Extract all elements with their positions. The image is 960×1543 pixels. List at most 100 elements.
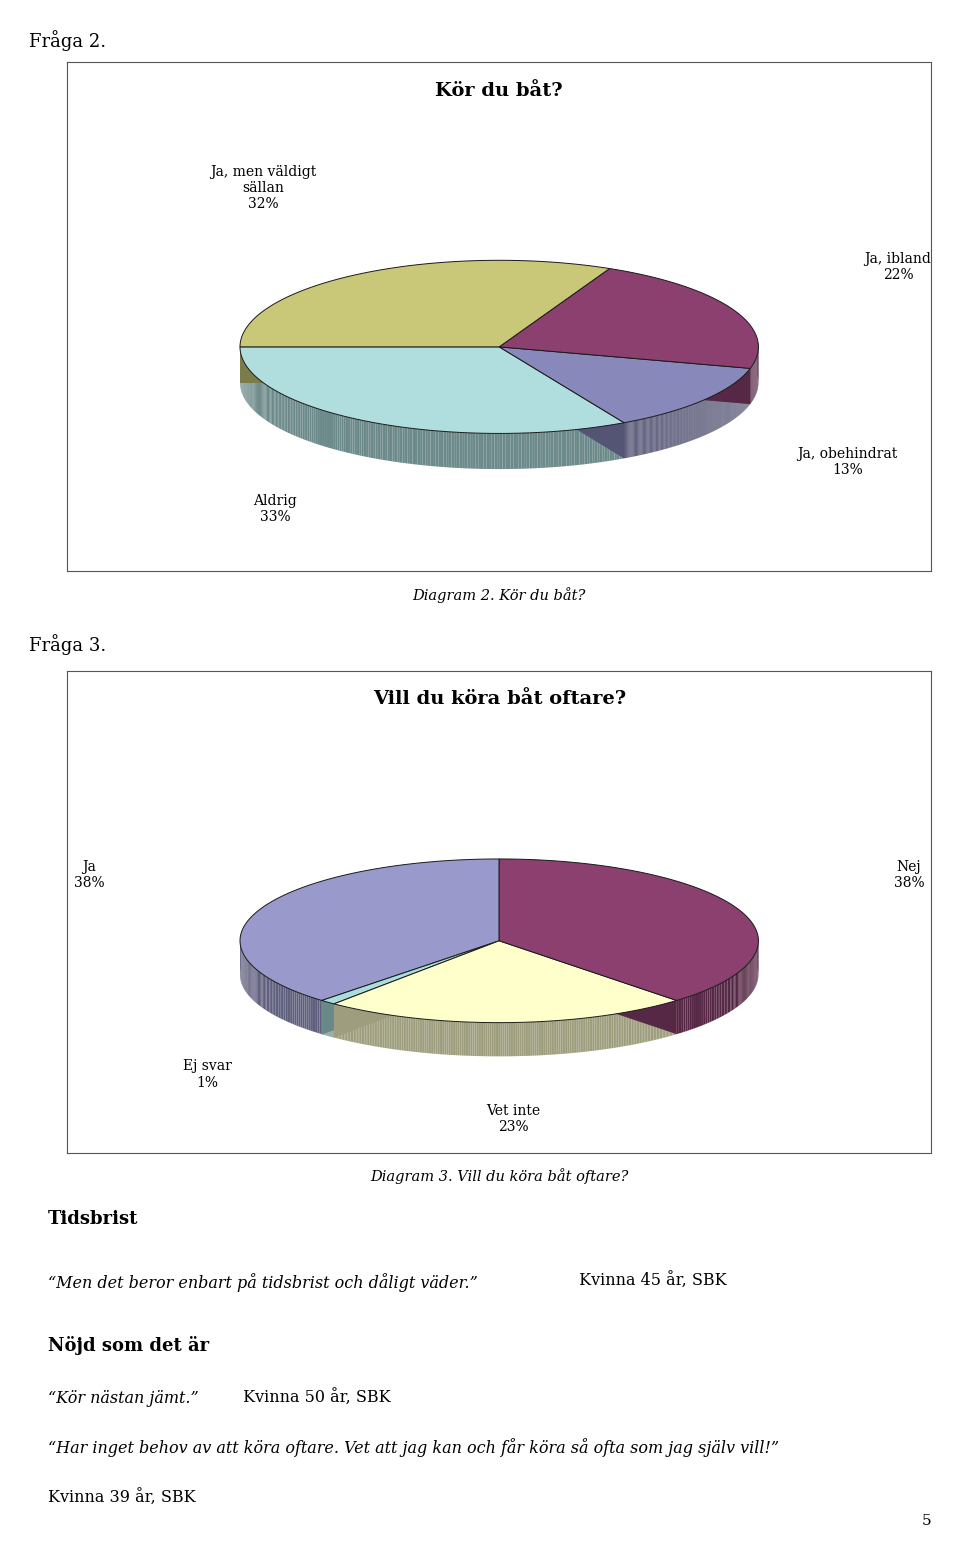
Polygon shape	[353, 1009, 355, 1043]
Polygon shape	[308, 997, 311, 1031]
Polygon shape	[338, 1004, 340, 1038]
Polygon shape	[373, 423, 375, 458]
Polygon shape	[562, 430, 564, 466]
Polygon shape	[304, 404, 306, 440]
Polygon shape	[311, 406, 313, 443]
Polygon shape	[481, 434, 484, 469]
Text: Nöjd som det är: Nöjd som det är	[48, 1336, 209, 1355]
Polygon shape	[597, 427, 600, 463]
Polygon shape	[350, 418, 352, 454]
Polygon shape	[395, 1015, 396, 1049]
Polygon shape	[348, 1008, 350, 1042]
Polygon shape	[482, 1023, 484, 1057]
Polygon shape	[623, 1012, 625, 1046]
Polygon shape	[299, 992, 300, 1028]
Polygon shape	[273, 980, 274, 1015]
Polygon shape	[428, 1020, 430, 1054]
Polygon shape	[607, 426, 610, 461]
Polygon shape	[372, 1012, 374, 1046]
Polygon shape	[484, 1023, 486, 1057]
Polygon shape	[376, 1012, 377, 1046]
Polygon shape	[507, 1023, 508, 1057]
Polygon shape	[572, 429, 574, 466]
Polygon shape	[268, 978, 270, 1012]
Polygon shape	[308, 406, 309, 441]
Polygon shape	[454, 432, 457, 468]
Polygon shape	[487, 434, 489, 469]
Polygon shape	[467, 1021, 468, 1055]
Polygon shape	[549, 1021, 551, 1055]
Polygon shape	[575, 1018, 577, 1052]
Polygon shape	[551, 432, 554, 468]
Polygon shape	[334, 941, 499, 1037]
Polygon shape	[322, 941, 499, 1004]
Polygon shape	[524, 434, 527, 469]
Polygon shape	[514, 434, 516, 469]
Polygon shape	[671, 1001, 672, 1035]
Polygon shape	[365, 1011, 366, 1045]
Polygon shape	[565, 1020, 567, 1054]
Polygon shape	[588, 1017, 589, 1051]
Polygon shape	[271, 980, 273, 1014]
Polygon shape	[567, 1020, 569, 1054]
Polygon shape	[324, 410, 327, 447]
Polygon shape	[298, 401, 299, 438]
Polygon shape	[264, 384, 266, 420]
Polygon shape	[589, 427, 592, 463]
Polygon shape	[432, 1020, 434, 1054]
Polygon shape	[564, 430, 566, 466]
Polygon shape	[327, 412, 329, 447]
Polygon shape	[735, 974, 737, 1008]
Polygon shape	[273, 389, 275, 426]
Polygon shape	[333, 414, 335, 449]
Polygon shape	[672, 1001, 674, 1035]
Polygon shape	[644, 1008, 646, 1043]
Polygon shape	[397, 426, 399, 463]
Polygon shape	[516, 434, 518, 469]
Polygon shape	[612, 424, 614, 460]
Polygon shape	[393, 426, 395, 461]
Text: Kvinna 50 år, SBK: Kvinna 50 år, SBK	[238, 1390, 391, 1407]
Polygon shape	[398, 1017, 399, 1051]
Polygon shape	[292, 400, 294, 435]
Polygon shape	[375, 423, 378, 458]
Polygon shape	[535, 1021, 537, 1055]
Polygon shape	[315, 407, 317, 444]
Polygon shape	[369, 421, 371, 458]
Polygon shape	[646, 1008, 647, 1042]
Polygon shape	[317, 409, 319, 444]
Polygon shape	[499, 859, 758, 1000]
Polygon shape	[390, 426, 393, 461]
Polygon shape	[639, 1009, 641, 1043]
Polygon shape	[319, 409, 321, 446]
Polygon shape	[664, 1003, 665, 1038]
Polygon shape	[502, 434, 505, 469]
Polygon shape	[304, 995, 306, 1029]
Polygon shape	[465, 1021, 467, 1055]
Polygon shape	[607, 1015, 609, 1049]
Polygon shape	[294, 400, 296, 437]
Polygon shape	[745, 966, 746, 1000]
Polygon shape	[355, 1009, 357, 1043]
Polygon shape	[302, 403, 304, 440]
Polygon shape	[720, 983, 721, 1017]
Polygon shape	[449, 432, 451, 468]
Polygon shape	[702, 991, 704, 1026]
Polygon shape	[723, 981, 725, 1015]
Polygon shape	[690, 995, 692, 1031]
Polygon shape	[533, 1021, 535, 1055]
Polygon shape	[553, 1021, 555, 1054]
Polygon shape	[711, 988, 713, 1021]
Polygon shape	[360, 1009, 361, 1043]
Polygon shape	[313, 998, 315, 1032]
Polygon shape	[444, 432, 446, 468]
Polygon shape	[462, 432, 465, 469]
Polygon shape	[261, 381, 262, 418]
Polygon shape	[315, 998, 318, 1032]
Polygon shape	[535, 432, 538, 468]
Polygon shape	[322, 941, 499, 1034]
Polygon shape	[289, 989, 291, 1023]
Polygon shape	[426, 1020, 428, 1054]
Polygon shape	[488, 1023, 490, 1057]
Polygon shape	[418, 1018, 420, 1052]
